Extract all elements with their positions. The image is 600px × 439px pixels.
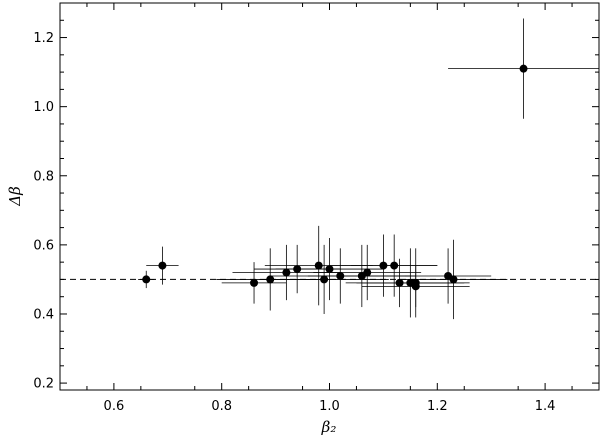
data-point xyxy=(363,268,372,277)
y-tick-label: 1.2 xyxy=(33,31,54,46)
y-tick-label: 0.2 xyxy=(33,377,54,392)
data-point xyxy=(282,268,291,277)
x-tick-label: 0.8 xyxy=(211,399,232,414)
y-axis-label: Δβ xyxy=(6,186,24,207)
data-point xyxy=(325,265,334,274)
data-point xyxy=(411,282,420,291)
y-tick-label: 0.8 xyxy=(33,169,54,184)
points-layer xyxy=(142,64,528,291)
x-axis-label: β₂ xyxy=(321,418,337,436)
data-point xyxy=(314,261,323,270)
y-tick-label: 1.0 xyxy=(33,100,54,115)
y-tick-label: 0.4 xyxy=(33,307,54,322)
data-point xyxy=(390,261,399,270)
data-point xyxy=(336,271,345,280)
plot-frame xyxy=(59,2,600,391)
data-point xyxy=(449,275,458,284)
ticks-layer: 0.6 0.8 1.0 1.2 1.4 0.2 0.4 0.6 0.8 1.0 1.2 xyxy=(33,3,599,414)
data-point xyxy=(158,261,167,270)
x-tick-label: 1.0 xyxy=(319,399,340,414)
x-tick-label: 1.4 xyxy=(535,399,556,414)
data-point xyxy=(250,278,259,287)
x-tick-label: 1.2 xyxy=(427,399,448,414)
data-point xyxy=(379,261,388,270)
data-point xyxy=(519,64,528,73)
x-tick-label: 0.6 xyxy=(104,399,125,414)
data-point xyxy=(320,275,329,284)
y-tick-label: 0.6 xyxy=(33,238,54,253)
data-point xyxy=(266,275,275,284)
data-point xyxy=(395,278,404,287)
data-point xyxy=(293,265,302,274)
data-point xyxy=(142,275,151,284)
